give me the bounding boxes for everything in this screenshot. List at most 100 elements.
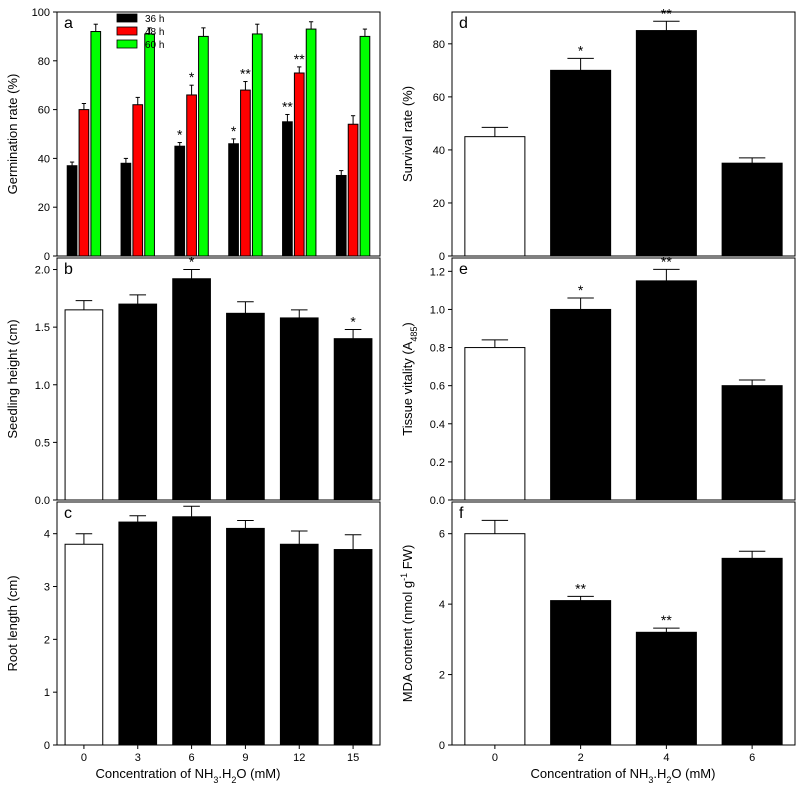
bar [635, 631, 697, 746]
y-tick-label: 20 [38, 202, 50, 214]
significance-mark: ** [282, 98, 293, 114]
bar [550, 308, 612, 501]
x-tick-label: 15 [347, 752, 359, 764]
bar [293, 72, 305, 257]
y-tick-label: 0 [44, 740, 50, 752]
y-tick-label: 2 [439, 670, 445, 682]
bar [240, 89, 251, 257]
bar [335, 174, 347, 257]
panel-frame [451, 501, 796, 746]
bar [228, 143, 239, 257]
y-axis-label: MDA content (nmol g-1 FW) [399, 545, 415, 703]
bar [226, 527, 265, 746]
panel-label: e [459, 261, 468, 278]
y-tick-label: 2 [44, 634, 50, 646]
x-tick-label: 6 [749, 752, 755, 764]
significance-mark: ** [661, 5, 672, 21]
bar [198, 35, 209, 257]
bar [347, 123, 359, 257]
bar [333, 338, 373, 501]
y-axis-label: Root length (cm) [5, 575, 20, 671]
legend-swatch [116, 26, 138, 36]
y-axis-label: Tissue vitality (A485) [400, 322, 419, 436]
y-tick-label: 0 [439, 740, 445, 752]
y-tick-label: 1.0 [430, 304, 445, 316]
significance-mark: ** [661, 253, 672, 269]
panel-frame [451, 11, 796, 257]
significance-mark: * [231, 123, 237, 139]
y-tick-label: 1 [44, 687, 50, 699]
significance-mark: * [177, 127, 183, 143]
bar [721, 557, 783, 746]
x-tick-label: 12 [293, 752, 305, 764]
x-tick-label: 0 [81, 752, 87, 764]
y-axis-label: Seedling height (cm) [5, 319, 20, 438]
panel-label: b [64, 261, 73, 278]
x-axis-title-right: Concentration of NH3.H2O (mM) [531, 766, 716, 785]
bar [64, 543, 104, 746]
legend-label: 48 h [145, 27, 164, 38]
bar [172, 516, 211, 746]
y-tick-label: 40 [38, 153, 50, 165]
legend-swatch [116, 13, 138, 23]
panel-b: 0.0 0.5 1.0 1.5 2.0 Seedling height (cm) b * * [5, 254, 381, 507]
x-axis-title-left: Concentration of NH3.H2O (mM) [96, 766, 281, 785]
bar [90, 31, 102, 257]
bar [251, 33, 263, 257]
y-tick-label: 2.0 [35, 265, 50, 277]
bar [464, 136, 526, 257]
bar [279, 543, 319, 746]
bar [174, 145, 186, 257]
panel-label: c [64, 505, 72, 522]
x-tick-label: 3 [135, 752, 141, 764]
bar [120, 162, 132, 257]
bar [226, 312, 265, 501]
y-tick-label: 1.0 [35, 380, 50, 392]
bar [118, 303, 158, 501]
bar [144, 33, 155, 257]
bar [186, 94, 197, 257]
bar [78, 109, 90, 257]
x-tick-label: 9 [242, 752, 248, 764]
x-tick-label: 0 [492, 752, 498, 764]
y-tick-label: 0.8 [430, 343, 445, 355]
y-tick-label: 80 [38, 56, 50, 68]
y-axis-label: Survival rate (%) [400, 86, 415, 182]
significance-mark: * [189, 254, 195, 270]
y-tick-label: 1.5 [35, 322, 50, 334]
bar [550, 69, 612, 257]
x-tick-label: 6 [189, 752, 195, 764]
bar [333, 549, 373, 746]
bar [550, 600, 612, 746]
y-tick-label: 0.0 [430, 495, 445, 507]
bar [464, 347, 526, 501]
panel-frame [56, 11, 381, 257]
bar [279, 317, 319, 501]
significance-mark: ** [240, 66, 251, 82]
bar [305, 28, 317, 257]
legend-label: 36 h [145, 14, 164, 25]
bar [721, 162, 783, 257]
bar [118, 521, 158, 746]
bar [132, 104, 144, 257]
y-tick-label: 20 [433, 198, 445, 210]
y-tick-label: 40 [433, 145, 445, 157]
bar [172, 278, 211, 501]
y-tick-label: 0.2 [430, 457, 445, 469]
y-tick-label: 80 [433, 39, 445, 51]
bar [64, 309, 104, 501]
y-tick-label: 0.0 [35, 495, 50, 507]
y-tick-label: 3 [44, 582, 50, 594]
x-tick-label: 2 [578, 752, 584, 764]
panel-label: d [459, 15, 468, 32]
panel-e: 0.0 0.2 0.4 0.6 0.8 1.0 1.2 Tissue vitality (A4… [400, 253, 796, 507]
panel-label: f [459, 505, 464, 522]
y-tick-label: 60 [38, 105, 50, 117]
bar [721, 385, 783, 501]
bar [282, 121, 293, 257]
panel-frame [56, 501, 381, 746]
y-tick-label: 0.6 [430, 381, 445, 393]
